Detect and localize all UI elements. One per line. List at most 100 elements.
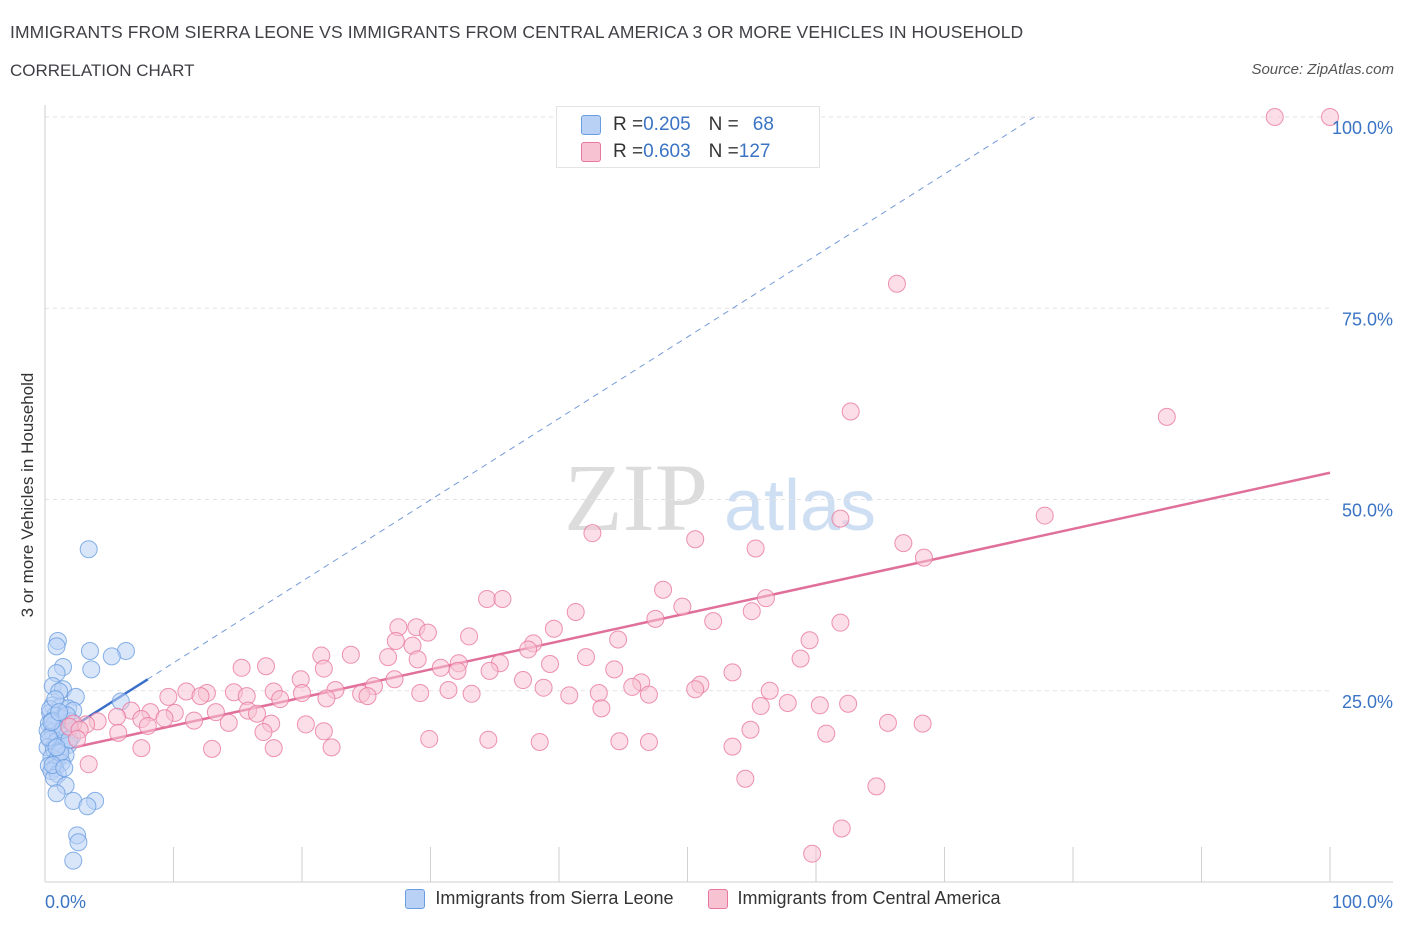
point-sierra-leone	[47, 637, 66, 656]
point-central-america	[778, 693, 797, 712]
point-central-america	[341, 645, 360, 664]
y-tick-label: 75.0%	[1342, 309, 1393, 329]
point-central-america	[480, 661, 499, 680]
point-central-america	[756, 589, 775, 608]
point-central-america	[894, 534, 913, 553]
point-sierra-leone	[80, 641, 99, 660]
point-central-america	[411, 684, 430, 703]
point-central-america	[448, 661, 467, 680]
point-central-america	[206, 703, 225, 722]
point-sierra-leone	[79, 540, 98, 559]
point-central-america	[673, 597, 692, 616]
point-central-america	[257, 657, 276, 676]
stats-swatch-pink	[581, 142, 601, 162]
point-central-america	[566, 602, 585, 621]
stats-r-label: R =	[613, 141, 644, 162]
point-central-america	[138, 716, 157, 735]
point-central-america	[254, 723, 273, 742]
point-central-america	[1321, 108, 1339, 126]
y-tick-label: 100.0%	[1332, 118, 1393, 138]
data-points	[38, 108, 1339, 870]
point-central-america	[913, 714, 932, 733]
point-central-america	[751, 697, 770, 716]
point-sierra-leone	[64, 851, 83, 870]
point-sierra-leone	[47, 784, 66, 803]
stats-r-label: R =	[613, 114, 644, 135]
y-tick-label: 25.0%	[1342, 692, 1393, 712]
point-central-america	[185, 711, 204, 730]
point-central-america	[589, 684, 608, 703]
legend-item-sierra-leone[interactable]: Immigrants from Sierra Leone	[405, 888, 674, 909]
stats-n-value: 68	[752, 114, 774, 135]
point-central-america	[159, 687, 178, 706]
trend-extension-sierra-leone	[44, 116, 1035, 745]
point-central-america	[810, 696, 829, 715]
point-central-america	[686, 680, 705, 699]
legend-label: Immigrants from Central America	[737, 888, 1001, 908]
point-central-america	[1035, 506, 1054, 525]
point-central-america	[887, 274, 906, 293]
point-central-america	[493, 589, 512, 608]
point-central-america	[385, 670, 404, 689]
point-central-america	[79, 755, 98, 774]
stats-swatch-blue	[581, 115, 601, 135]
stats-r-value: 0.205	[643, 114, 691, 135]
watermark-atlas: atlas	[724, 466, 876, 546]
point-central-america	[462, 684, 481, 703]
point-central-america	[610, 732, 629, 751]
point-central-america	[576, 648, 595, 667]
point-central-america	[519, 640, 538, 659]
point-sierra-leone	[50, 703, 69, 722]
point-central-america	[155, 709, 174, 728]
point-central-america	[314, 659, 333, 678]
point-central-america	[514, 671, 533, 690]
point-central-america	[534, 678, 553, 697]
point-central-america	[191, 687, 210, 706]
point-central-america	[1157, 407, 1176, 426]
trend-lines	[44, 116, 1331, 750]
point-central-america	[746, 539, 765, 558]
point-sierra-leone	[55, 759, 74, 778]
point-sierra-leone	[78, 797, 97, 816]
point-central-america	[68, 729, 87, 748]
stats-n-label: N =	[708, 114, 739, 135]
point-central-america	[232, 658, 251, 677]
point-central-america	[623, 677, 642, 696]
point-central-america	[817, 724, 836, 743]
stats-n-label: N =	[708, 141, 739, 162]
point-sierra-leone	[69, 833, 88, 852]
stats-legend: R = 0.205 N = 68 R = 0.603 N = 127	[556, 106, 820, 168]
point-central-america	[686, 530, 705, 549]
point-central-america	[878, 713, 897, 732]
legend-swatch-blue	[405, 888, 426, 909]
point-sierra-leone	[82, 660, 101, 679]
point-central-america	[264, 739, 283, 758]
point-central-america	[358, 687, 377, 706]
chart-title: IMMIGRANTS FROM SIERRA LEONE VS IMMIGRAN…	[10, 22, 1024, 42]
point-central-america	[379, 648, 398, 667]
point-central-america	[560, 686, 579, 705]
legend-swatch-pink	[707, 888, 728, 909]
watermark: ZIP atlas	[564, 444, 876, 551]
point-central-america	[541, 654, 560, 673]
point-central-america	[530, 733, 549, 752]
point-central-america	[248, 704, 267, 723]
point-central-america	[418, 623, 437, 642]
stats-row-central-america: R = 0.603 N = 127	[581, 139, 770, 165]
point-central-america	[803, 844, 822, 863]
point-central-america	[736, 769, 755, 788]
point-sierra-leone	[47, 738, 66, 757]
chart-legend: Immigrants from Sierra Leone Immigrants …	[0, 888, 1406, 909]
point-central-america	[1265, 108, 1284, 126]
point-central-america	[605, 660, 624, 679]
point-central-america	[386, 632, 405, 651]
legend-item-central-america[interactable]: Immigrants from Central America	[707, 888, 1001, 909]
point-central-america	[544, 619, 563, 638]
point-central-america	[654, 580, 673, 599]
point-central-america	[832, 819, 851, 838]
x-tick-label: 0.0%	[45, 892, 86, 912]
point-central-america	[841, 402, 860, 421]
point-central-america	[741, 720, 760, 739]
point-central-america	[107, 707, 126, 726]
point-central-america	[791, 649, 810, 668]
